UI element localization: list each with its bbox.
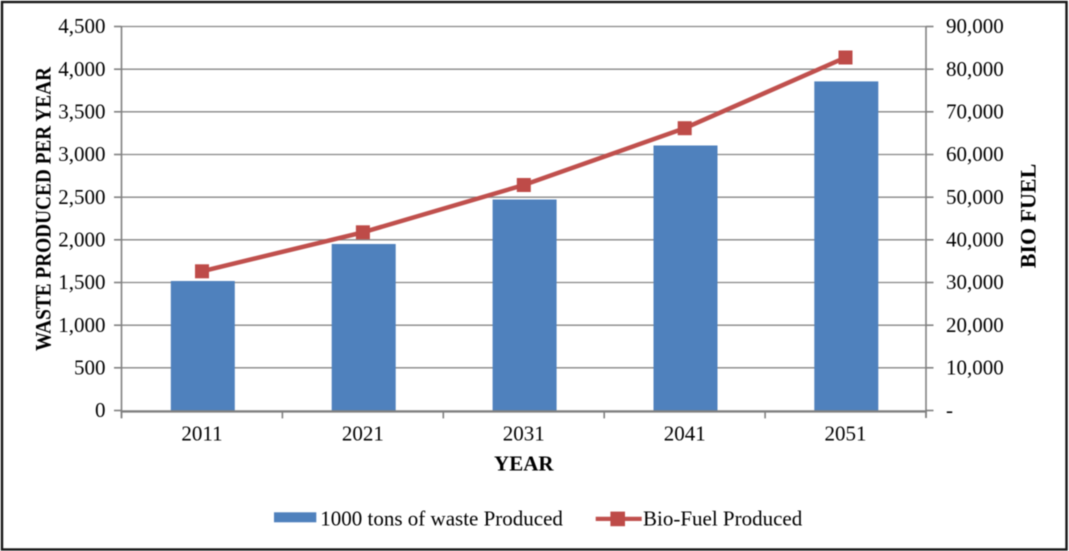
svg-text:3,500: 3,500 xyxy=(58,100,105,124)
svg-text:4,000: 4,000 xyxy=(58,57,105,81)
svg-text:2021: 2021 xyxy=(342,422,384,446)
svg-text:2041: 2041 xyxy=(664,422,706,446)
svg-text:-: - xyxy=(946,398,953,422)
svg-text:80,000: 80,000 xyxy=(946,57,1004,81)
svg-text:20,000: 20,000 xyxy=(946,313,1004,337)
svg-text:1,000: 1,000 xyxy=(58,313,105,337)
svg-text:BIO FUEL: BIO FUEL xyxy=(1016,164,1041,269)
svg-text:90,000: 90,000 xyxy=(946,14,1004,38)
svg-text:60,000: 60,000 xyxy=(946,142,1004,166)
svg-text:40,000: 40,000 xyxy=(946,228,1004,252)
svg-text:WASTE PRODUCED PER YEAR: WASTE PRODUCED PER YEAR xyxy=(31,66,56,351)
svg-text:50,000: 50,000 xyxy=(946,185,1004,209)
svg-text:2051: 2051 xyxy=(825,422,867,446)
svg-text:2031: 2031 xyxy=(503,422,545,446)
svg-text:10,000: 10,000 xyxy=(946,356,1004,380)
svg-text:0: 0 xyxy=(95,398,106,422)
svg-text:1000 tons of waste Produced: 1000 tons of waste Produced xyxy=(320,507,563,531)
svg-text:70,000: 70,000 xyxy=(946,100,1004,124)
svg-text:30,000: 30,000 xyxy=(946,270,1004,294)
svg-text:3,000: 3,000 xyxy=(58,142,105,166)
svg-text:YEAR: YEAR xyxy=(494,452,554,476)
svg-text:4,500: 4,500 xyxy=(58,14,105,38)
svg-text:2,500: 2,500 xyxy=(58,185,105,209)
svg-text:2,000: 2,000 xyxy=(58,228,105,252)
svg-text:500: 500 xyxy=(74,356,106,380)
svg-text:Bio-Fuel Produced: Bio-Fuel Produced xyxy=(643,507,803,531)
svg-text:2011: 2011 xyxy=(181,422,222,446)
svg-text:1,500: 1,500 xyxy=(58,270,105,294)
